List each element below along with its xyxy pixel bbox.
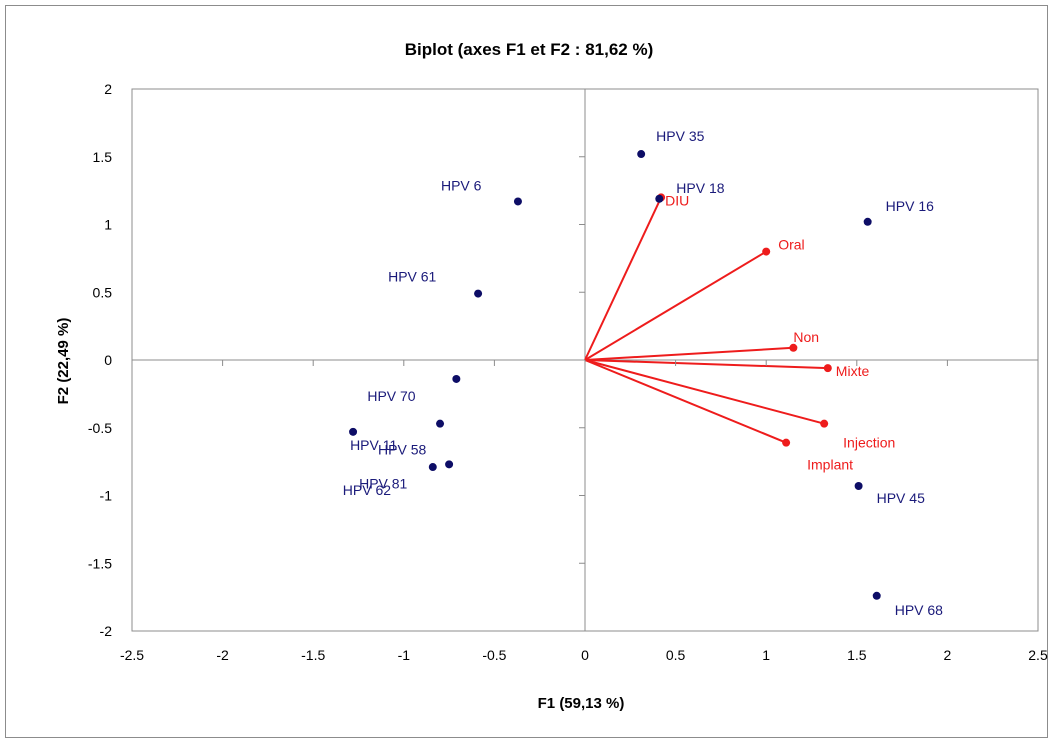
x-axis-title: F1 (59,13 %) <box>538 695 625 712</box>
y-axis-title: F2 (22,49 %) <box>55 318 72 405</box>
biplot-chart: Biplot (axes F1 et F2 : 81,62 %) DIU Oral… <box>55 40 1048 712</box>
chart-title: Biplot (axes F1 et F2 : 81,62 %) <box>405 40 653 59</box>
y-tick-label: -1.5 <box>88 555 112 571</box>
observation-label: HPV 62 <box>343 482 391 498</box>
y-tick-label: 1 <box>104 217 112 233</box>
observation-point <box>452 374 461 383</box>
y-tick-label: -1 <box>100 488 113 504</box>
observation-label: HPV 70 <box>367 388 415 404</box>
x-tick-label: -0.5 <box>482 647 506 663</box>
y-tick-label: 0 <box>104 352 112 368</box>
x-tick-label: 2.5 <box>1028 647 1048 663</box>
x-tick-label: 1.5 <box>847 647 867 663</box>
observation-label: HPV 11 <box>350 437 397 453</box>
observation-point <box>436 419 445 428</box>
x-tick-label: -2 <box>216 647 229 663</box>
variable-vector-line <box>584 359 825 425</box>
observation-label: HPV 6 <box>441 177 482 193</box>
observation-label: HPV 45 <box>877 490 925 506</box>
variable-vector-line <box>584 250 767 361</box>
observation-label: HPV 18 <box>676 180 724 196</box>
observation-point <box>854 482 863 491</box>
y-tick-label: 2 <box>104 81 112 97</box>
variable-vector-line <box>584 359 828 370</box>
variable-vector-end <box>820 419 829 428</box>
y-tick-label: 1.5 <box>93 149 113 165</box>
y-tick-label: 0.5 <box>93 284 113 300</box>
x-tick-label: -1.5 <box>301 647 325 663</box>
chart-frame: Biplot (axes F1 et F2 : 81,62 %) DIU Oral… <box>5 5 1048 738</box>
variable-label: Non <box>793 329 819 345</box>
variable-vector-end <box>789 343 798 352</box>
observation-point <box>513 197 522 206</box>
observation-label: HPV 81 <box>359 475 407 491</box>
observation-point <box>655 194 664 203</box>
variable-vector-line <box>584 346 794 361</box>
observation-point <box>863 217 872 226</box>
observation-label: HPV 61 <box>388 269 436 285</box>
variable-vector-end <box>823 364 832 373</box>
variable-vector-end <box>762 247 771 256</box>
variable-label: Mixte <box>836 363 870 379</box>
observation-point <box>349 427 358 436</box>
x-tick-label: 0.5 <box>666 647 686 663</box>
observation-point <box>428 463 437 472</box>
x-tick-label: 0 <box>581 647 589 663</box>
observation-point <box>474 289 483 298</box>
observation-point <box>637 150 646 159</box>
observation-point <box>872 591 881 600</box>
x-tick-label: -2.5 <box>120 647 144 663</box>
observation-label: HPV 35 <box>656 128 704 144</box>
variable-vector-line <box>584 196 663 361</box>
observation-label: HPV 58 <box>378 442 426 458</box>
observation-label: HPV 16 <box>886 198 934 214</box>
variable-label: Oral <box>778 237 804 253</box>
x-tick-label: 1 <box>762 647 770 663</box>
observation-label: HPV 68 <box>895 602 943 618</box>
variable-vector-line <box>584 359 787 444</box>
x-tick-label: -1 <box>398 647 411 663</box>
variable-label: DIU <box>665 192 689 208</box>
variable-label: Injection <box>843 435 895 451</box>
variable-label: Implant <box>807 457 853 473</box>
observation-point <box>445 460 454 469</box>
y-tick-label: -2 <box>100 623 113 639</box>
variable-vector-end <box>782 438 791 447</box>
x-tick-label: 2 <box>944 647 952 663</box>
y-tick-label: -0.5 <box>88 420 112 436</box>
